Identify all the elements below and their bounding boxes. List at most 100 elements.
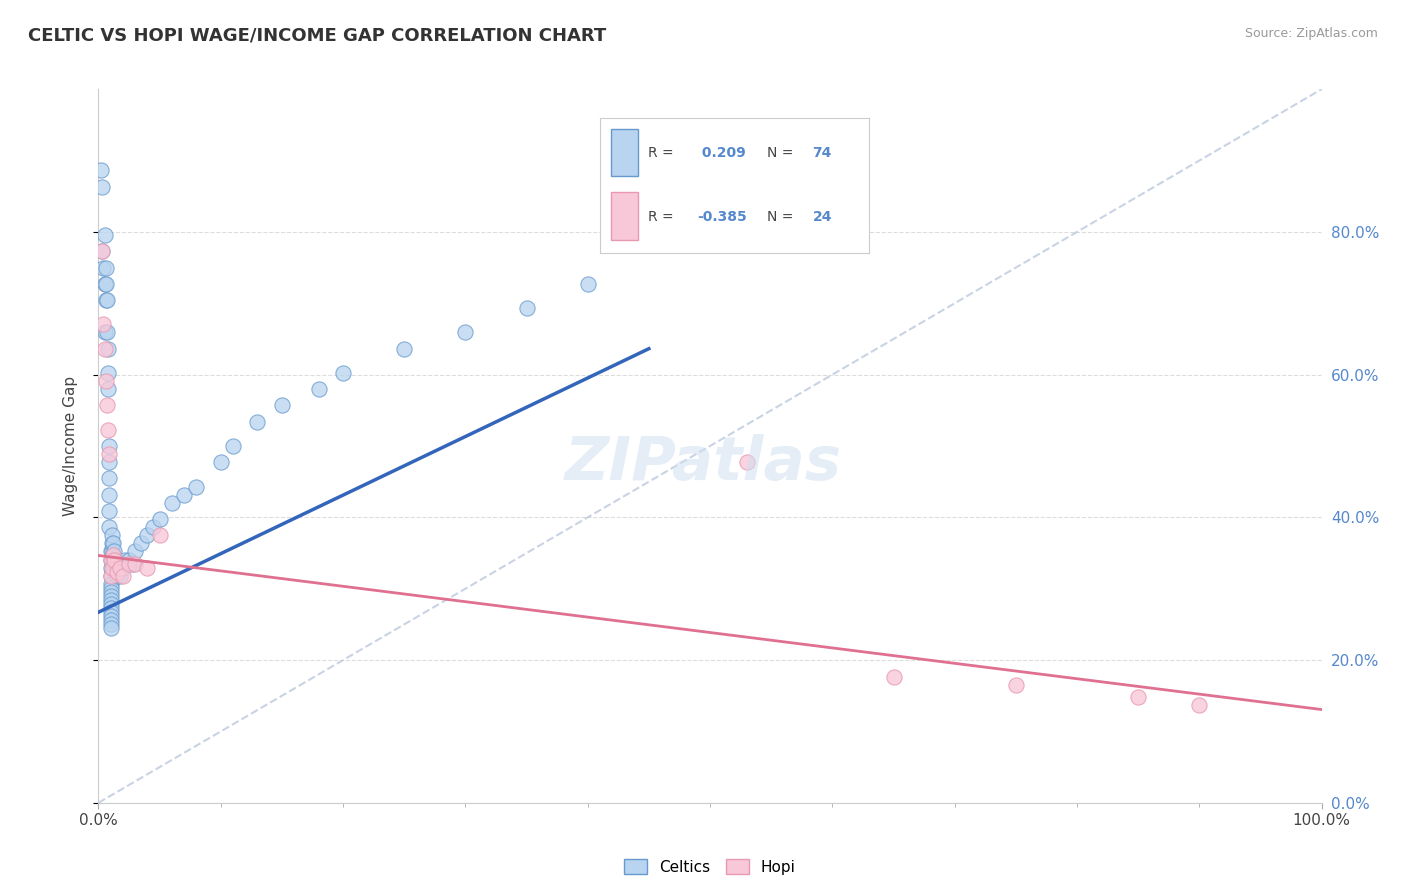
Point (98, 447, 121, 461)
Point (100, 568, 122, 582)
Point (332, 366, 354, 380)
Point (100, 622, 122, 636)
Point (93, 342, 115, 356)
Point (104, 552, 127, 566)
Point (100, 593, 122, 607)
Point (100, 581, 122, 595)
Point (101, 544, 124, 558)
Text: Source: ZipAtlas.com: Source: ZipAtlas.com (1244, 27, 1378, 40)
Point (1004, 678, 1026, 692)
Point (100, 544, 122, 558)
Point (114, 552, 136, 566)
Point (97, 342, 120, 356)
Point (103, 544, 125, 558)
Point (96, 293, 118, 307)
Point (246, 415, 269, 429)
Point (98, 520, 121, 534)
Point (91, 318, 114, 332)
Point (100, 605, 122, 619)
Point (129, 536, 152, 550)
Point (93, 277, 115, 291)
Point (100, 568, 122, 582)
Point (97, 382, 120, 396)
Point (576, 277, 599, 291)
Point (100, 589, 122, 603)
Point (124, 557, 146, 571)
Point (515, 301, 537, 315)
Point (98, 471, 121, 485)
Point (108, 560, 131, 574)
Point (101, 536, 124, 550)
Point (111, 568, 134, 582)
Point (118, 557, 141, 571)
Point (91, 179, 114, 194)
Point (93, 228, 115, 243)
Point (136, 528, 159, 542)
Point (105, 557, 128, 571)
Point (101, 560, 124, 574)
Point (270, 399, 294, 413)
Point (149, 528, 172, 542)
Text: ZIPatlas: ZIPatlas (564, 434, 842, 493)
Point (103, 552, 125, 566)
Point (392, 342, 416, 356)
Point (90, 163, 112, 178)
Point (93, 326, 115, 340)
Point (91, 260, 114, 275)
Point (100, 552, 122, 566)
Point (173, 488, 195, 502)
Point (105, 565, 128, 579)
Point (101, 528, 124, 542)
Point (101, 549, 124, 563)
Point (94, 374, 117, 388)
Legend: Celtics, Hopi: Celtics, Hopi (619, 853, 801, 880)
Point (142, 520, 165, 534)
Y-axis label: Wage/Income Gap: Wage/Income Gap (63, 376, 77, 516)
Point (98, 504, 121, 518)
Point (222, 439, 245, 453)
Point (107, 565, 129, 579)
Point (1188, 698, 1211, 713)
Point (100, 560, 122, 574)
Point (94, 260, 117, 275)
Point (160, 496, 183, 510)
Point (101, 552, 124, 566)
Point (100, 597, 122, 611)
Point (136, 560, 159, 574)
Point (91, 244, 114, 259)
Point (454, 326, 477, 340)
Point (100, 613, 122, 627)
Point (735, 455, 758, 469)
Point (124, 544, 146, 558)
Point (98, 455, 121, 469)
Point (101, 536, 124, 550)
Point (105, 568, 128, 582)
Point (96, 399, 118, 413)
Point (186, 479, 208, 493)
Point (101, 560, 124, 574)
Point (1128, 690, 1150, 705)
Point (94, 277, 117, 291)
Point (101, 549, 124, 563)
Point (100, 552, 122, 566)
Point (103, 557, 125, 571)
Point (149, 512, 172, 526)
Point (883, 670, 905, 684)
Point (100, 577, 122, 591)
Point (100, 601, 122, 615)
Point (110, 560, 132, 574)
Point (100, 609, 122, 624)
Point (121, 557, 143, 571)
Point (97, 366, 120, 380)
Point (98, 488, 121, 502)
Point (96, 326, 118, 340)
Point (209, 455, 232, 469)
Point (100, 617, 122, 632)
Point (94, 293, 117, 307)
Point (98, 439, 121, 453)
Point (118, 552, 141, 566)
Point (111, 560, 134, 574)
Text: CELTIC VS HOPI WAGE/INCOME GAP CORRELATION CHART: CELTIC VS HOPI WAGE/INCOME GAP CORRELATI… (28, 27, 606, 45)
Point (110, 568, 132, 582)
Point (100, 585, 122, 599)
